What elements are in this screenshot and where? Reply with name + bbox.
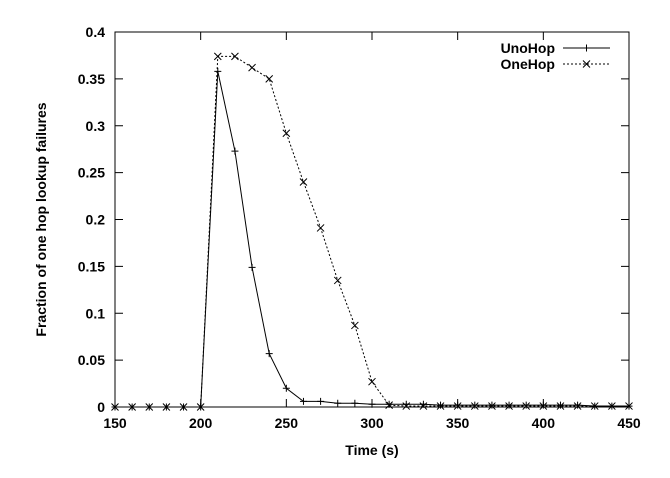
data-point-onehop bbox=[351, 321, 359, 330]
y-tick-label: 0.3 bbox=[86, 118, 106, 134]
data-point-onehop bbox=[505, 402, 513, 410]
data-point-onehop bbox=[333, 276, 342, 285]
legend-marker-onehop bbox=[582, 60, 591, 68]
x-tick-label: 250 bbox=[275, 415, 299, 431]
x-tick-label: 350 bbox=[446, 415, 470, 431]
data-point-unohop bbox=[522, 401, 530, 409]
data-point-onehop bbox=[162, 403, 171, 411]
data-point-onehop bbox=[402, 402, 411, 410]
data-point-onehop bbox=[590, 402, 599, 410]
data-point-unohop bbox=[334, 399, 342, 407]
data-point-unohop bbox=[317, 397, 325, 405]
series-layer bbox=[111, 52, 633, 411]
data-point-unohop bbox=[574, 401, 582, 409]
data-point-unohop bbox=[505, 401, 513, 409]
data-point-unohop bbox=[539, 401, 547, 409]
y-tick-label: 0.05 bbox=[78, 352, 105, 368]
data-point-onehop bbox=[453, 402, 462, 410]
y-tick-label: 0.15 bbox=[78, 258, 105, 274]
data-point-onehop bbox=[522, 402, 531, 410]
plot-frame bbox=[114, 31, 630, 408]
data-point-unohop bbox=[282, 384, 290, 392]
series-line-onehop bbox=[115, 55, 629, 408]
data-point-onehop bbox=[196, 403, 205, 411]
data-point-unohop bbox=[214, 67, 222, 75]
data-point-onehop bbox=[248, 63, 256, 72]
data-point-unohop bbox=[231, 147, 239, 155]
data-point-onehop bbox=[385, 401, 393, 409]
y-tick-label: 0.35 bbox=[78, 71, 105, 87]
data-point-unohop bbox=[351, 399, 359, 407]
data-point-onehop bbox=[213, 52, 222, 61]
x-tick-label: 200 bbox=[189, 415, 213, 431]
data-point-onehop bbox=[111, 403, 119, 411]
data-point-onehop bbox=[316, 224, 325, 232]
data-point-unohop bbox=[248, 263, 256, 271]
data-point-onehop bbox=[145, 403, 154, 411]
data-point-unohop bbox=[488, 401, 496, 409]
y-tick-label: 0.2 bbox=[86, 212, 106, 228]
axis-tick-labels: 150 200 250 300 350 400 450 0 0.05 0.1 0.15 0.2 0.25… bbox=[78, 24, 641, 431]
y-tick-label: 0 bbox=[97, 399, 105, 415]
data-point-unohop bbox=[385, 400, 393, 408]
data-point-onehop bbox=[282, 129, 291, 138]
y-tick-label: 0.4 bbox=[86, 24, 106, 40]
data-point-unohop bbox=[454, 401, 462, 409]
x-tick-label: 400 bbox=[532, 415, 556, 431]
data-point-onehop bbox=[179, 403, 188, 411]
data-point-onehop bbox=[539, 402, 548, 410]
x-tick-label: 450 bbox=[617, 415, 641, 431]
data-point-onehop bbox=[368, 377, 376, 386]
data-point-onehop bbox=[436, 402, 445, 410]
x-axis-title: Time (s) bbox=[345, 442, 398, 458]
data-point-unohop bbox=[299, 397, 307, 405]
data-point-onehop bbox=[128, 403, 136, 411]
x-tick-label: 150 bbox=[103, 415, 127, 431]
legend-label-unohop: UnoHop bbox=[501, 40, 555, 56]
legend-marker-unohop bbox=[583, 44, 590, 52]
data-point-onehop bbox=[419, 402, 428, 410]
series-line-unohop bbox=[115, 71, 629, 408]
data-point-onehop bbox=[488, 402, 496, 410]
data-point-unohop bbox=[471, 401, 479, 409]
data-point-onehop bbox=[231, 52, 239, 61]
legend-label-onehop: OneHop bbox=[501, 56, 555, 72]
data-point-onehop bbox=[608, 402, 616, 410]
data-point-unohop bbox=[437, 401, 445, 409]
y-axis-title: Fraction of one hop lookup failures bbox=[33, 102, 49, 336]
series-unohop bbox=[111, 67, 633, 411]
data-point-unohop bbox=[265, 350, 273, 358]
series-onehop bbox=[111, 52, 633, 411]
data-point-onehop bbox=[556, 402, 565, 410]
data-point-unohop bbox=[556, 401, 564, 409]
data-point-unohop bbox=[368, 400, 376, 408]
y-tick-label: 0.25 bbox=[78, 165, 105, 181]
x-tick-label: 300 bbox=[360, 415, 384, 431]
y-tick-label: 0.1 bbox=[86, 305, 106, 321]
data-point-onehop bbox=[625, 402, 633, 410]
data-point-onehop bbox=[265, 75, 274, 83]
data-point-onehop bbox=[470, 402, 479, 410]
axis-ticks bbox=[114, 31, 630, 408]
data-point-onehop bbox=[299, 178, 308, 186]
data-point-onehop bbox=[573, 402, 582, 410]
